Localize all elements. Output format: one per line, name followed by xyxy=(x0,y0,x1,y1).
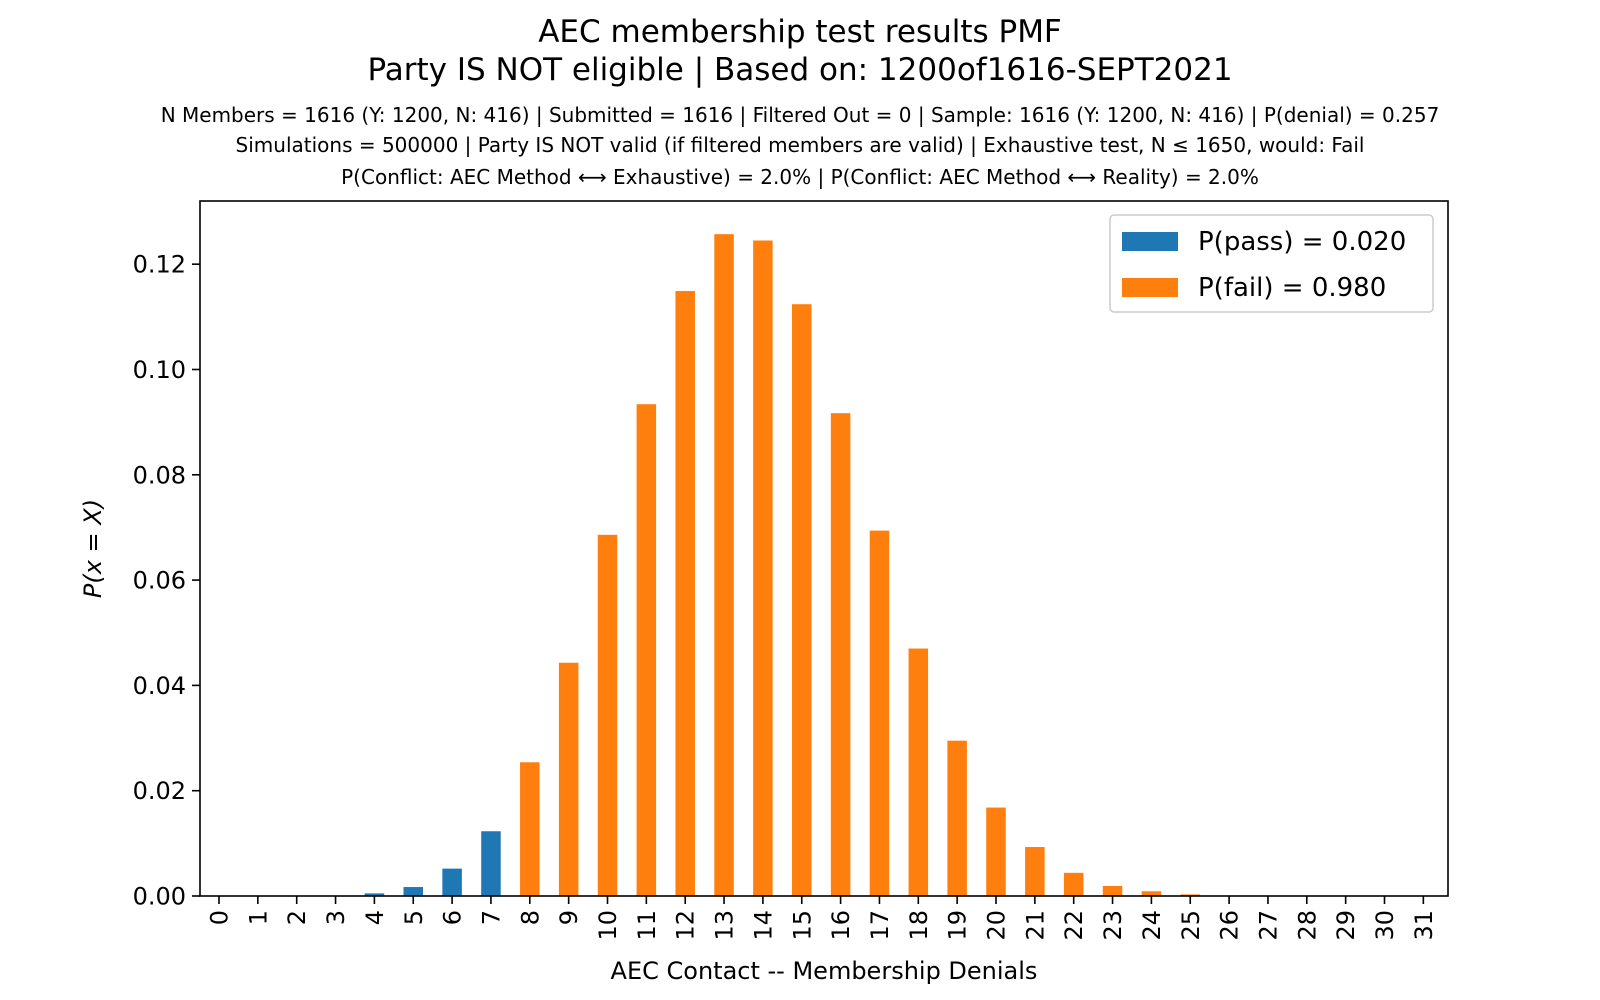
x-tick-label: 4 xyxy=(361,910,389,925)
y-tick-label: 0.04 xyxy=(133,672,186,700)
legend-label-fail: P(fail) = 0.980 xyxy=(1198,273,1386,303)
bar-fail-19 xyxy=(947,740,967,896)
legend-label-pass: P(pass) = 0.020 xyxy=(1198,227,1406,257)
x-tick-label: 7 xyxy=(477,910,505,925)
x-tick-label: 2 xyxy=(283,910,311,925)
bar-fail-24 xyxy=(1141,891,1162,896)
bar-fail-10 xyxy=(597,534,618,896)
x-axis: 0 1 2 3 4 5 6 7 8 9 10 11 12 13 14 15 16 17 18 19 20 21 22 23 24… xyxy=(206,896,1438,941)
x-tick-label: 16 xyxy=(827,910,855,941)
bar-fail-17 xyxy=(869,530,890,896)
bar-fail-22 xyxy=(1063,872,1084,896)
bar-pass-6 xyxy=(442,868,462,896)
x-tick-label: 29 xyxy=(1332,910,1360,941)
legend: P(pass) = 0.020 P(fail) = 0.980 xyxy=(1109,214,1434,313)
x-tick-label: 31 xyxy=(1410,910,1438,941)
chart-subtitle-line-1: N Members = 1616 (Y: 1200, N: 416) | Sub… xyxy=(160,103,1440,127)
x-tick-label: 18 xyxy=(905,910,933,941)
chart-subtitle-line-3: P(Conflict: AEC Method ⟷ Exhaustive) = 2… xyxy=(341,165,1259,189)
bars-group xyxy=(325,234,1317,897)
bar-fail-13 xyxy=(714,234,734,897)
x-tick-label: 27 xyxy=(1254,910,1282,941)
bar-fail-20 xyxy=(986,807,1006,896)
legend-box xyxy=(1109,214,1434,313)
bar-fail-12 xyxy=(675,291,695,896)
x-tick-label: 20 xyxy=(983,910,1011,941)
y-tick-label: 0.06 xyxy=(133,567,186,595)
x-tick-label: 12 xyxy=(672,910,700,941)
chart-subtitle-line-2: Simulations = 500000 | Party IS NOT vali… xyxy=(235,133,1365,157)
bar-fail-23 xyxy=(1102,886,1123,896)
x-tick-label: 6 xyxy=(439,910,467,925)
x-tick-label: 13 xyxy=(711,910,739,941)
x-tick-label: 9 xyxy=(555,910,583,925)
x-tick-label: 24 xyxy=(1138,910,1166,941)
bar-fail-11 xyxy=(636,404,657,896)
plot-frame xyxy=(199,200,1449,897)
y-tick-label: 0.08 xyxy=(133,461,186,489)
bar-fail-14 xyxy=(753,240,773,897)
legend-swatch-pass xyxy=(1122,232,1178,251)
x-tick-label: 19 xyxy=(944,910,972,941)
x-tick-label: 8 xyxy=(516,910,544,925)
y-axis: 0.00 0.02 0.04 0.06 0.08 0.10 0.12 xyxy=(133,251,200,911)
bar-fail-9 xyxy=(558,662,579,896)
y-axis-label: P(x = X) xyxy=(79,499,107,598)
bar-pass-4 xyxy=(364,893,385,896)
y-tick-label: 0.00 xyxy=(133,883,186,911)
bar-fail-8 xyxy=(520,762,540,896)
bar-fail-18 xyxy=(908,648,929,896)
x-tick-label: 28 xyxy=(1293,910,1321,941)
x-tick-label: 26 xyxy=(1216,910,1244,941)
x-tick-label: 11 xyxy=(633,910,661,941)
x-tick-label: 17 xyxy=(866,910,894,941)
x-tick-label: 15 xyxy=(788,910,816,941)
bar-fail-21 xyxy=(1025,847,1045,896)
x-tick-label: 23 xyxy=(1099,910,1127,941)
x-tick-label: 5 xyxy=(400,910,428,925)
y-tick-label: 0.10 xyxy=(133,356,186,384)
chart-title-line-2: Party IS NOT eligible | Based on: 1200of… xyxy=(367,52,1233,88)
x-tick-label: 10 xyxy=(594,910,622,941)
y-tick-label: 0.02 xyxy=(133,777,186,805)
x-tick-label: 30 xyxy=(1371,910,1399,941)
chart-title: AEC membership test results PMF xyxy=(538,14,1062,50)
x-tick-label: 0 xyxy=(206,910,234,925)
x-tick-label: 14 xyxy=(749,910,777,941)
legend-swatch-fail xyxy=(1122,278,1178,297)
bar-pass-7 xyxy=(481,831,501,896)
x-tick-label: 3 xyxy=(322,910,350,925)
y-tick-label: 0.12 xyxy=(133,251,186,279)
x-tick-label: 1 xyxy=(244,910,272,925)
bar-pass-5 xyxy=(403,887,423,896)
bar-fail-16 xyxy=(830,413,851,896)
x-tick-label: 21 xyxy=(1021,910,1049,941)
bar-fail-15 xyxy=(792,304,812,896)
x-axis-label: AEC Contact -- Membership Denials xyxy=(611,957,1038,985)
x-tick-label: 22 xyxy=(1060,910,1088,941)
x-tick-label: 25 xyxy=(1177,910,1205,941)
